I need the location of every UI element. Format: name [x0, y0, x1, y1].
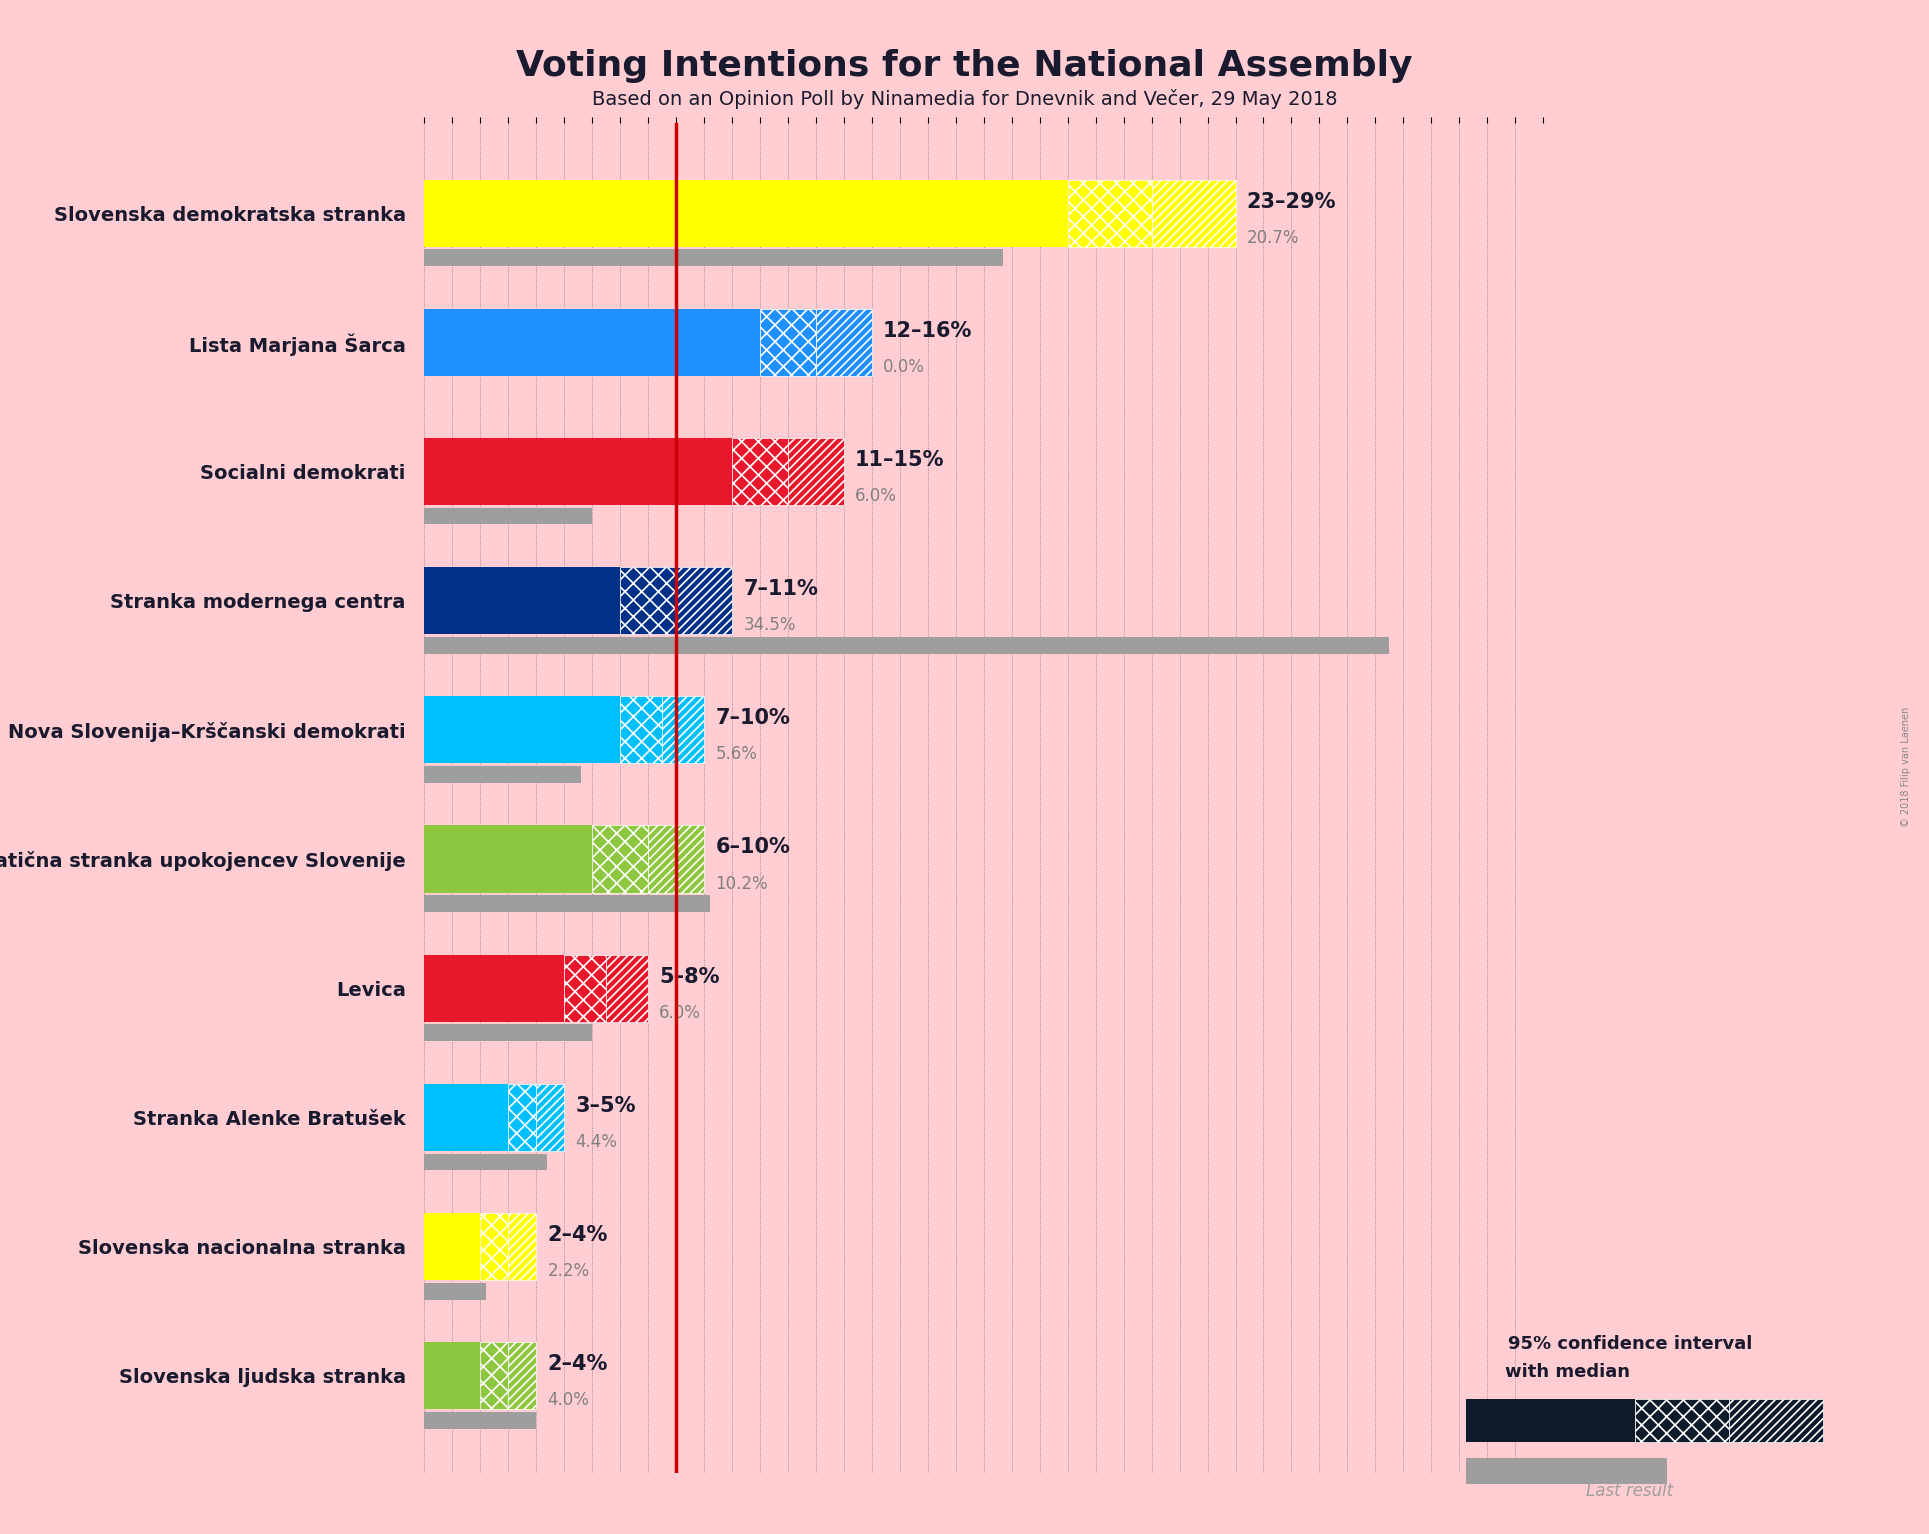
Bar: [1636, 1399, 1730, 1442]
Bar: [621, 696, 662, 764]
Bar: [424, 954, 565, 1022]
Bar: [424, 508, 592, 525]
Bar: [509, 1213, 536, 1281]
Bar: [648, 825, 704, 893]
Bar: [1069, 179, 1152, 247]
Bar: [424, 896, 710, 913]
Bar: [662, 696, 704, 764]
Text: 2.2%: 2.2%: [548, 1262, 590, 1279]
Text: 34.5%: 34.5%: [743, 617, 797, 634]
Bar: [816, 308, 872, 376]
Text: Based on an Opinion Poll by Ninamedia for Dnevnik and Večer, 29 May 2018: Based on an Opinion Poll by Ninamedia fo…: [592, 89, 1337, 109]
Bar: [733, 437, 789, 505]
Text: 12–16%: 12–16%: [883, 321, 972, 341]
Text: 4.0%: 4.0%: [548, 1391, 590, 1410]
Text: 5.6%: 5.6%: [716, 746, 758, 764]
Bar: [424, 1342, 480, 1410]
Bar: [424, 308, 760, 376]
Bar: [509, 1342, 536, 1410]
Text: 4.4%: 4.4%: [575, 1134, 617, 1150]
Bar: [424, 1282, 486, 1299]
Bar: [592, 825, 648, 893]
Bar: [424, 825, 592, 893]
Bar: [424, 437, 733, 505]
Bar: [621, 568, 677, 634]
Bar: [424, 1411, 536, 1428]
Text: 23–29%: 23–29%: [1246, 192, 1337, 212]
Bar: [509, 1085, 536, 1150]
Bar: [424, 1025, 592, 1042]
Bar: [1466, 1459, 1667, 1483]
Text: 2–4%: 2–4%: [548, 1355, 608, 1374]
Bar: [789, 437, 845, 505]
Bar: [760, 308, 816, 376]
Bar: [424, 568, 621, 634]
Bar: [424, 179, 1069, 247]
Text: 5–8%: 5–8%: [660, 966, 720, 986]
Text: 7–10%: 7–10%: [716, 709, 791, 729]
Text: 2–4%: 2–4%: [548, 1226, 608, 1246]
Text: 95% confidence interval: 95% confidence interval: [1508, 1335, 1752, 1353]
Text: with median: with median: [1505, 1362, 1630, 1381]
Bar: [424, 696, 621, 764]
Text: 10.2%: 10.2%: [716, 874, 768, 893]
Text: 20.7%: 20.7%: [1246, 229, 1300, 247]
Bar: [565, 954, 606, 1022]
Bar: [606, 954, 648, 1022]
Text: 3–5%: 3–5%: [575, 1095, 637, 1115]
Text: 7–11%: 7–11%: [743, 578, 818, 600]
Text: 6–10%: 6–10%: [716, 838, 791, 858]
Bar: [1466, 1399, 1636, 1442]
Text: 0.0%: 0.0%: [883, 357, 926, 376]
Text: 6.0%: 6.0%: [855, 488, 897, 505]
Bar: [424, 765, 581, 782]
Bar: [424, 1085, 509, 1150]
Bar: [424, 1213, 480, 1281]
Text: 6.0%: 6.0%: [660, 1003, 702, 1022]
Bar: [424, 637, 1389, 653]
Bar: [1730, 1399, 1823, 1442]
Bar: [480, 1342, 509, 1410]
Bar: [1152, 179, 1236, 247]
Text: 11–15%: 11–15%: [855, 449, 945, 469]
Bar: [677, 568, 733, 634]
Text: Voting Intentions for the National Assembly: Voting Intentions for the National Assem…: [517, 49, 1412, 83]
Text: © 2018 Filip van Laenen: © 2018 Filip van Laenen: [1900, 707, 1912, 827]
Bar: [536, 1085, 565, 1150]
Bar: [424, 1154, 548, 1170]
Bar: [480, 1213, 509, 1281]
Text: Last result: Last result: [1586, 1482, 1674, 1500]
Bar: [424, 250, 1003, 265]
